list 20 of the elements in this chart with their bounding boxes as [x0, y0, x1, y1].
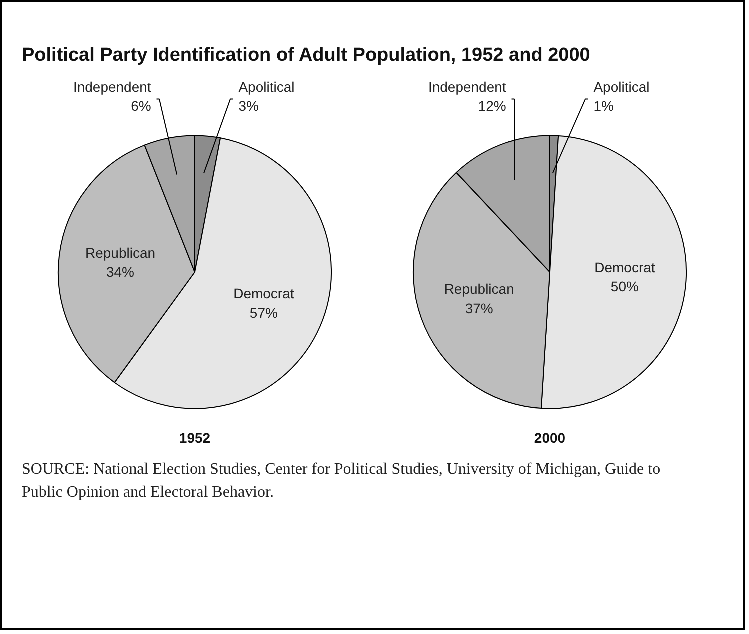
slice-label: Apolitical [238, 78, 295, 95]
data-label: 12% [478, 98, 506, 114]
text: 2000 [534, 430, 566, 446]
slice-label: Apolitical [594, 78, 650, 95]
slice-label: Democrat [234, 286, 294, 302]
data-label: 57% [250, 304, 278, 321]
data-label: 37% [465, 300, 494, 316]
source-note: SOURCE: National Election Studies, Center for Political Studies, University of Michigan, Guide to Public Opinion and Electoral Behavior. [22, 460, 662, 503]
data-label: 6% [131, 98, 152, 114]
data-label: 3% [238, 98, 259, 114]
data-label: 1% [594, 98, 614, 114]
data-label: 50% [610, 278, 639, 295]
text: 1952 [179, 430, 211, 446]
slice-label: Independent [428, 78, 506, 95]
slice-label: Democrat [594, 260, 656, 276]
slice-label: Republican [85, 245, 156, 262]
slice-label: Independent [73, 78, 152, 95]
data-label: 34% [106, 264, 135, 280]
slice-label: Republican [444, 281, 514, 298]
chart-title: Political Party Identification of Adult Population, 1952 and 2000 [22, 44, 590, 68]
